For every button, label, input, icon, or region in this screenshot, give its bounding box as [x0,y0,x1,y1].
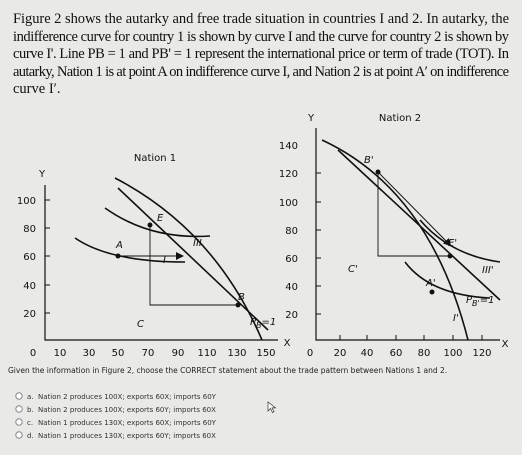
x-ticks: 0 20 40 60 80 100 120 [307,335,492,359]
tick-label: 110 [197,348,216,359]
tick-label: 50 [112,348,125,359]
tick-label: 20 [334,348,347,359]
tick-label: 60 [390,348,403,359]
curve-label: III [193,238,202,249]
tick-label: 60 [23,252,36,263]
y-ticks: 140 120 100 80 60 40 20 [279,141,321,321]
point-label: E' [448,238,457,249]
option-letter: b. [27,406,34,414]
tick-label: 140 [279,141,298,152]
radio[interactable] [15,392,23,400]
point [447,253,453,259]
indifference-curve [404,261,491,299]
text-line: curve I′. [13,81,60,97]
tick-label: 120 [472,348,491,359]
options: a. Nation 2 produces 100X; exports 60X; … [15,392,217,440]
tick [316,172,321,315]
trade-triangle [377,172,450,257]
figure-left: Nation 1 Y X 100 80 60 40 20 0 10 30 50 … [17,153,291,359]
axis-label: X [284,338,291,349]
price-label: PB'=1 [466,295,494,308]
tick-label: 100 [443,348,462,359]
axis-label: X [502,339,509,350]
tick-label: 60 [285,254,298,265]
text-line: Figure 2 shows the autarky and free trad… [13,11,509,27]
option-letter: c. [27,419,33,427]
option-letter: d. [27,432,34,440]
tick-label: 20 [23,309,36,320]
point-label: B [238,292,245,303]
point-label: A' [425,278,436,289]
point [375,169,381,175]
tick-label: 70 [142,348,155,359]
price-line [117,187,269,331]
x-ticks: 0 10 30 50 70 90 110 130 150 [30,348,276,359]
radio[interactable] [15,431,23,439]
tick-label: 80 [23,224,36,235]
price-line [337,149,501,301]
arrow [377,171,452,247]
option-text[interactable]: Nation 2 produces 100X; exports 60X; imp… [38,393,217,401]
point-label: E [157,213,164,224]
point-label: C' [348,264,358,275]
option-letter: a. [27,393,34,401]
point [429,289,435,295]
tick-label: 90 [172,348,185,359]
figure-right: Nation 2 Y X 140 120 100 80 60 40 20 0 2… [279,113,509,359]
point [115,253,121,259]
tick-label: 130 [227,348,246,359]
curve-label: I' [453,313,459,324]
tick-label: 80 [285,226,298,237]
tick-label: 10 [54,348,67,359]
tick-label: 100 [17,196,36,207]
indifference-curve [419,219,501,263]
problem-text: Figure 2 shows the autarky and free trad… [13,11,510,97]
tick-label: 150 [256,348,275,359]
option-text[interactable]: Nation 1 produces 130X; exports 60X; imp… [38,419,217,427]
point [235,302,241,308]
indifference-curve [104,207,211,238]
axis-label: Y [307,113,315,124]
point-label: A [115,240,123,251]
tick-label: 40 [361,348,374,359]
axis-label: Y [38,169,46,180]
option-text[interactable]: Nation 2 produces 100X; exports 60Y; imp… [38,406,216,414]
production-frontier [321,139,469,341]
text-line: indifference curve for country 1 is show… [13,29,510,45]
text-line: curve I'. Line PB = 1 and PB' = 1 repres… [13,46,510,62]
tick-label: 80 [418,348,431,359]
tick-label: 0 [30,348,36,359]
figure-title: Nation 1 [134,153,176,164]
tick-label: 120 [279,169,298,180]
trade-triangle [149,225,238,306]
option-text[interactable]: Nation 1 produces 130X; exports 60Y; imp… [38,432,216,440]
curve-label: III' [482,265,494,276]
point-label: C [137,319,144,330]
axis [315,128,500,341]
radio[interactable] [15,405,23,413]
figure-title: Nation 2 [379,113,421,124]
cursor [267,401,277,413]
axis [44,185,278,341]
tick [339,335,483,340]
text-line: autarky, Nation 1 is at point A on indif… [13,64,509,80]
point [147,222,153,228]
question: Given the information in Figure 2, choos… [8,366,447,375]
tick-label: 0 [307,348,313,359]
radio[interactable] [15,418,23,426]
curve-label: I [163,255,166,266]
tick-label: 40 [23,281,36,292]
indifference-curve [74,237,186,263]
tick-label: 30 [83,348,96,359]
tick-label: 20 [285,310,298,321]
point-label: B' [364,155,374,166]
tick-label: 40 [285,282,298,293]
y-ticks: 100 80 60 40 20 [17,196,50,320]
price-label: PB=1 [250,317,276,330]
tick-label: 100 [279,198,298,209]
